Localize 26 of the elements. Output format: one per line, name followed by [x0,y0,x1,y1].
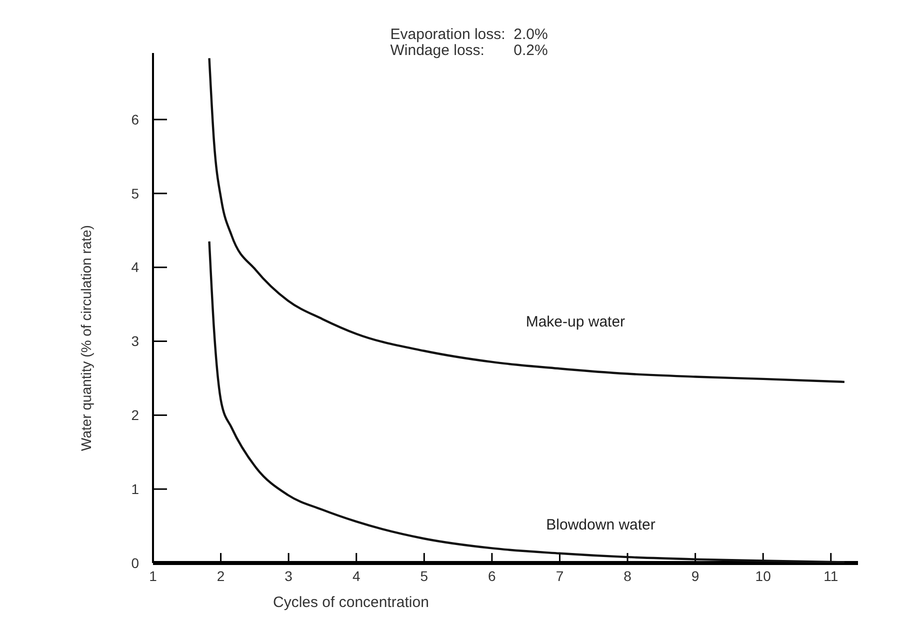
y-tick-label: 4 [131,259,140,276]
y-tick-label: 5 [131,185,140,202]
text: Make-up water [526,313,626,330]
x-tick-label: 9 [691,568,700,584]
x-tick-label: 10 [755,568,772,584]
y-tick-label: 1 [131,480,140,497]
x-tick-label: 3 [284,568,293,584]
x-tick-label: 4 [352,568,360,584]
x-tick-label: 2 [216,568,225,584]
line-series [208,240,846,564]
x-axis-title: Cycles of concentration [273,594,429,611]
x-tick-label: 11 [824,568,838,584]
x-tick-label: 8 [624,568,632,584]
y-tick-label: 3 [131,333,140,350]
annotation: Windage loss: 0.2% [390,42,548,59]
y-tick-label: 0 [131,554,140,571]
y-tick-label: 2 [131,407,140,424]
y-tick-label: 6 [131,111,140,128]
line-series [208,57,846,384]
x-tick-label: 5 [420,568,428,584]
series-label: Blowdown water [546,516,656,534]
x-tick-label: 7 [556,568,564,584]
y-axis-title: Water quantity (% of circulation rate) [78,225,94,451]
text: Evaporation loss: 2.0% [390,26,548,43]
x-tick-label: 1 [149,568,158,584]
x-tick-label: 6 [488,568,496,584]
